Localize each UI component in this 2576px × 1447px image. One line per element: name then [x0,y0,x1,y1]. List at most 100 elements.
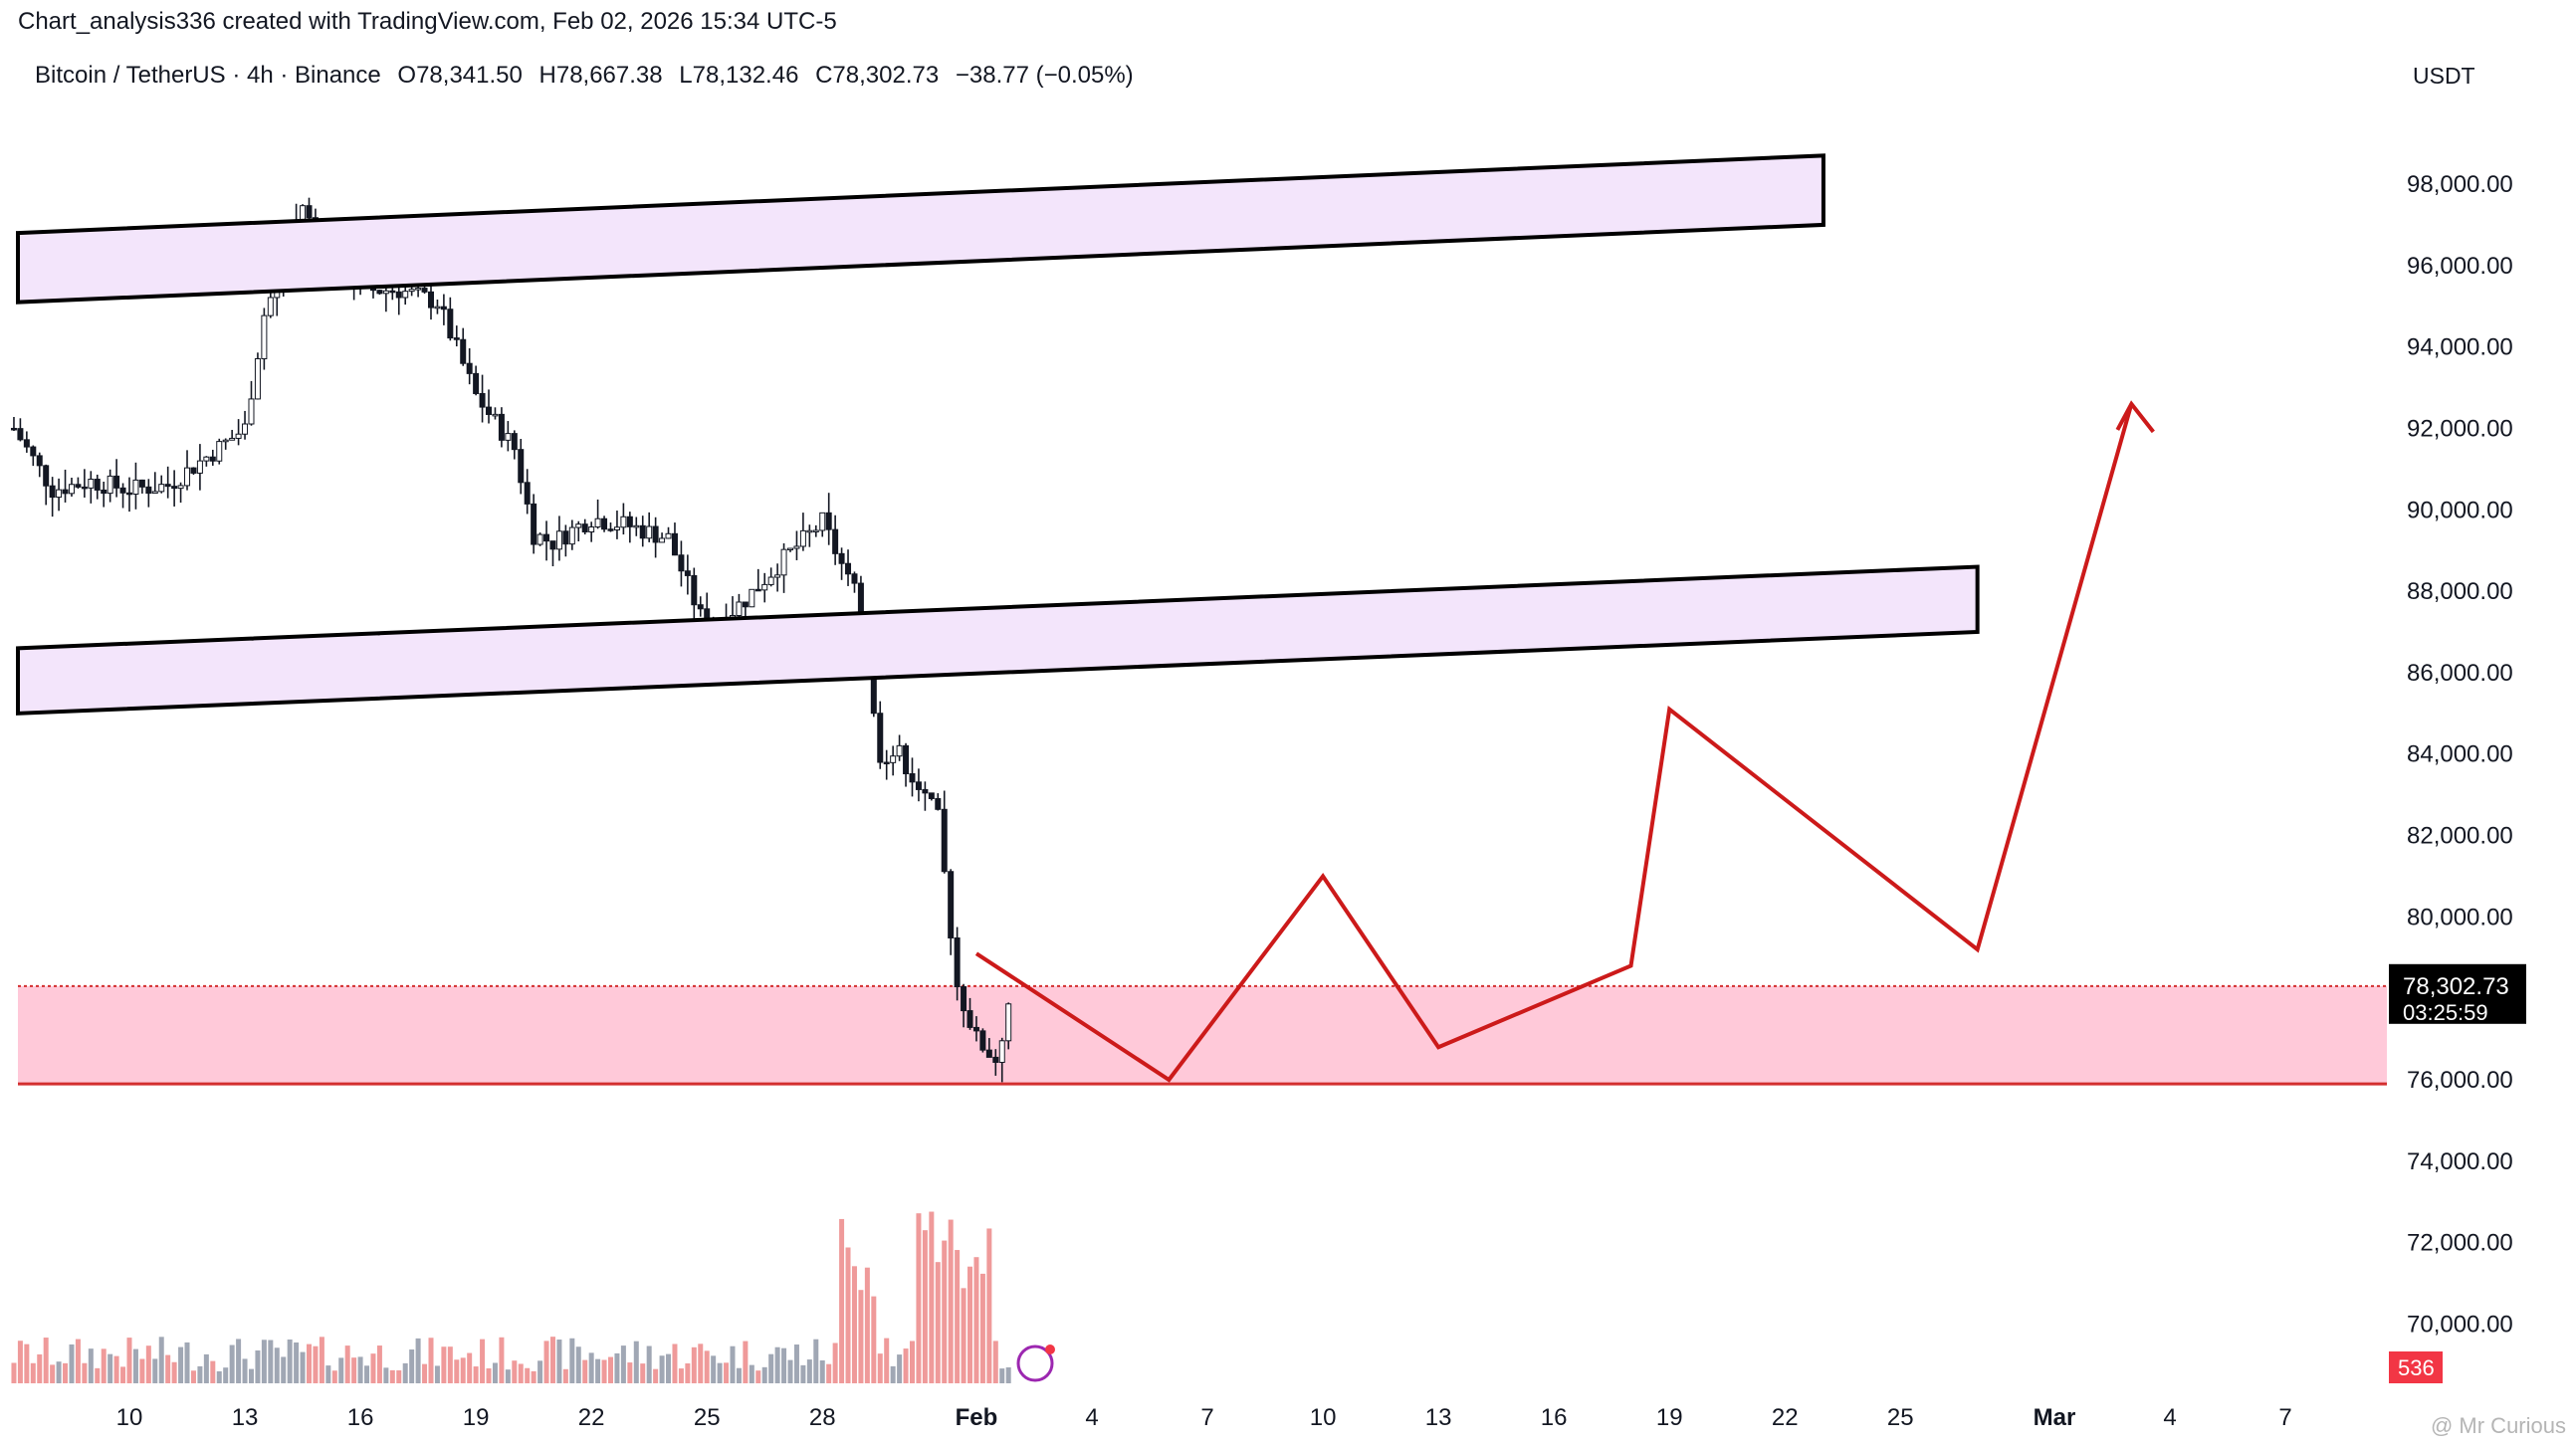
low-value: L78,132.46 [679,62,799,89]
candle-body [62,489,69,495]
volume-bar [165,1354,171,1383]
volume-bar [447,1346,453,1383]
volume-bar [768,1353,774,1383]
volume-bar [454,1359,460,1383]
volume-bar [344,1345,350,1383]
volume-bar [845,1247,851,1383]
volume-bar [871,1296,877,1383]
current-price-label: 78,302.73 [2403,973,2509,1000]
volume-bar [113,1355,119,1383]
high-value: H78,667.38 [538,62,663,89]
price-tick-label: 86,000.00 [2407,660,2513,687]
candle-body [267,297,274,316]
volume-bar [884,1338,890,1383]
volume-bar [877,1353,883,1383]
candle-body [68,484,75,495]
volume-bar [223,1367,229,1383]
volume-bar [467,1352,473,1383]
volume-bar [287,1339,293,1383]
volume-bar [800,1364,806,1383]
volume-bar [396,1369,402,1383]
candle-body [254,358,261,400]
volume-bar [415,1338,421,1383]
volume-bar [274,1347,280,1383]
volume-bar [819,1359,825,1383]
volume-bar [549,1337,555,1383]
volume-bar [409,1349,415,1383]
candle-body [23,439,30,448]
candle-body [101,489,107,495]
volume-bar [512,1360,518,1383]
candle-body [492,413,499,417]
candle-body [43,465,50,487]
volume-bar [82,1362,88,1383]
candle-body [998,1040,1005,1063]
candle-body [633,524,640,528]
volume-bar [620,1345,626,1383]
volume-bar [525,1367,531,1383]
candle-body [992,1056,999,1063]
candle-body [145,486,152,495]
volume-bar [588,1352,594,1383]
candle-body [652,525,659,543]
volume-bar [640,1363,646,1383]
candle-body [620,516,627,528]
volume-bar [575,1346,581,1383]
candle-body [646,525,653,539]
volume-bar [569,1338,575,1383]
volume-bar [17,1341,23,1383]
price-tick-label: 76,000.00 [2407,1067,2513,1094]
volume-bar [909,1341,915,1383]
volume-bar [88,1348,94,1383]
volume-bar [556,1340,562,1383]
candle-body [555,530,562,550]
time-tick-label: 7 [1200,1404,1213,1431]
volume-bar [582,1359,588,1383]
volume-bar [248,1368,254,1383]
volume-bar [120,1366,126,1383]
candle-body [440,306,447,310]
candle-body [780,548,787,576]
projection-line [974,403,2134,1083]
candle-body [961,985,967,1012]
volume-bar [255,1349,261,1383]
volume-bar [178,1346,184,1383]
candle-body [909,773,916,783]
candle-body [49,485,56,499]
candle-body [389,290,396,294]
volume-bar [614,1352,620,1383]
volume-bar [364,1365,370,1383]
candle-body [845,562,852,575]
time-tick-label: Feb [956,1404,998,1431]
symbol-label[interactable]: Bitcoin / TetherUS · 4h · Binance [35,62,381,89]
volume-bar [434,1365,440,1383]
time-tick-label: 28 [809,1404,836,1431]
volume-badge [2389,1351,2443,1383]
candle-body [177,485,184,490]
volume-bar [973,1257,979,1383]
candle-body [594,517,601,528]
volume-bar [499,1337,505,1383]
candle-body [543,533,550,542]
candle-body [56,489,63,499]
candle-body [408,289,415,293]
candle-body [684,570,691,576]
candle-body [972,1026,979,1032]
time-tick-label: 13 [1425,1404,1452,1431]
price-axis-bg [2387,0,2576,1447]
candle-body [659,537,666,543]
volume-bar [210,1360,216,1383]
volume-bar [992,1341,998,1383]
volume-bar [646,1345,652,1383]
time-tick-label: 10 [1310,1404,1337,1431]
price-tick-label: 90,000.00 [2407,497,2513,523]
candle-body [171,486,178,490]
candle-body [453,337,460,340]
volume-bar [543,1341,549,1383]
price-axis: USDT 98,000.00 96,000.00 94,000.00 92,000.00… [1016,0,2576,1447]
candle-body [639,524,646,539]
candle-body [479,392,486,408]
candle-body [793,545,800,549]
volume-bar [236,1339,242,1383]
